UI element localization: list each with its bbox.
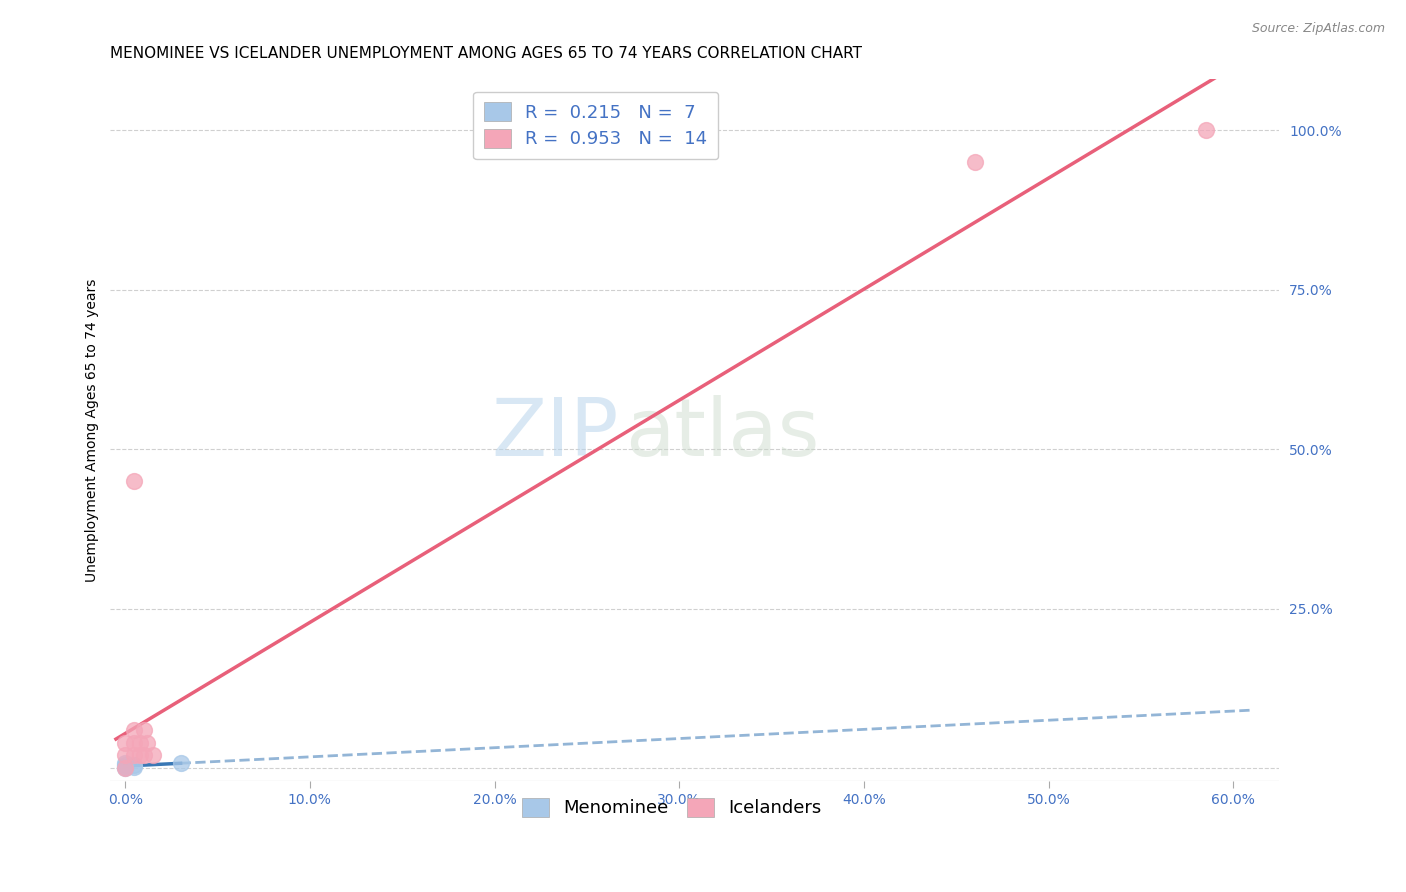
Point [114,756,136,771]
Point [114,736,136,750]
Point [114,748,136,763]
Point [169,756,191,771]
Point [136,736,159,750]
Point [129,736,152,750]
Point [124,736,146,750]
Text: ZIP: ZIP [492,394,619,473]
Point [124,760,146,774]
Point [1194,123,1216,137]
Point [124,758,146,772]
Y-axis label: Unemployment Among Ages 65 to 74 years: Unemployment Among Ages 65 to 74 years [86,278,100,582]
Text: MENOMINEE VS ICELANDER UNEMPLOYMENT AMONG AGES 65 TO 74 YEARS CORRELATION CHART: MENOMINEE VS ICELANDER UNEMPLOYMENT AMON… [111,46,862,62]
Text: Source: ZipAtlas.com: Source: ZipAtlas.com [1251,22,1385,36]
Point [114,760,136,774]
Point [114,761,136,775]
Point [142,748,165,763]
Point [132,748,155,763]
Point [114,761,136,775]
Legend: Menominee, Icelanders: Menominee, Icelanders [515,791,828,824]
Point [124,723,146,737]
Text: atlas: atlas [624,394,820,473]
Point [124,474,146,488]
Point [963,155,986,169]
Point [132,723,155,737]
Point [114,758,136,772]
Point [129,748,152,763]
Point [124,748,146,763]
